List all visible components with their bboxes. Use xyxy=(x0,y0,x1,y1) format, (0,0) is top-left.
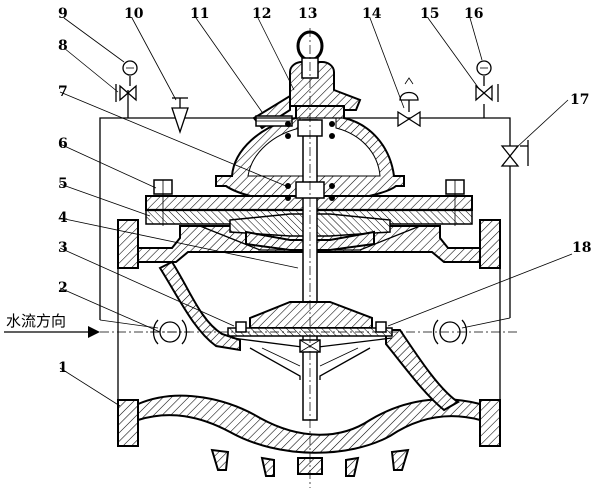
inlet-partition xyxy=(158,260,241,352)
needle-valve-8 xyxy=(115,84,137,118)
center-lines xyxy=(100,28,520,488)
pilot-piping xyxy=(99,60,529,329)
ball-valve-17 xyxy=(500,140,529,167)
callout-15: 15 xyxy=(420,6,439,22)
bottom-wall xyxy=(137,394,481,454)
callout-13: 13 xyxy=(298,6,317,22)
flow-direction-label: 水流方向 xyxy=(6,312,66,330)
callout-labels: 9 8 10 11 12 13 14 15 16 17 7 6 5 4 3 2 … xyxy=(58,6,591,376)
pilot-valve-14 xyxy=(397,77,421,128)
leader-lines xyxy=(59,17,573,407)
valve-body xyxy=(117,219,501,477)
right-upper-flange xyxy=(479,219,501,269)
callout-11: 11 xyxy=(190,6,209,22)
pilot-tube xyxy=(99,117,511,320)
flow-direction: 水流方向 xyxy=(4,312,100,338)
callout-14: 14 xyxy=(362,6,382,22)
outlet-partition xyxy=(385,329,460,412)
callout-10: 10 xyxy=(124,6,144,22)
callout-1: 1 xyxy=(58,360,68,376)
callout-18: 18 xyxy=(572,240,591,256)
filter-10 xyxy=(171,107,189,135)
right-lower-flange xyxy=(479,399,501,447)
callout-7: 7 xyxy=(58,84,68,100)
callout-6: 6 xyxy=(58,136,68,152)
callout-4: 4 xyxy=(58,210,68,226)
callout-12: 12 xyxy=(252,6,271,22)
callout-9: 9 xyxy=(58,6,68,22)
callout-3: 3 xyxy=(58,240,68,256)
callout-16: 16 xyxy=(464,6,483,22)
outlet-port xyxy=(439,321,461,343)
disc-upper xyxy=(249,301,373,329)
bonnet-boss xyxy=(289,61,362,111)
flow-arrow-head xyxy=(88,326,100,338)
callout-8: 8 xyxy=(58,38,68,54)
o-ring-seals xyxy=(285,121,335,201)
callout-5: 5 xyxy=(58,176,68,192)
left-lower-flange xyxy=(117,399,139,447)
callout-17: 17 xyxy=(570,92,589,108)
callout-2: 2 xyxy=(58,280,68,296)
left-upper-flange xyxy=(117,219,139,269)
